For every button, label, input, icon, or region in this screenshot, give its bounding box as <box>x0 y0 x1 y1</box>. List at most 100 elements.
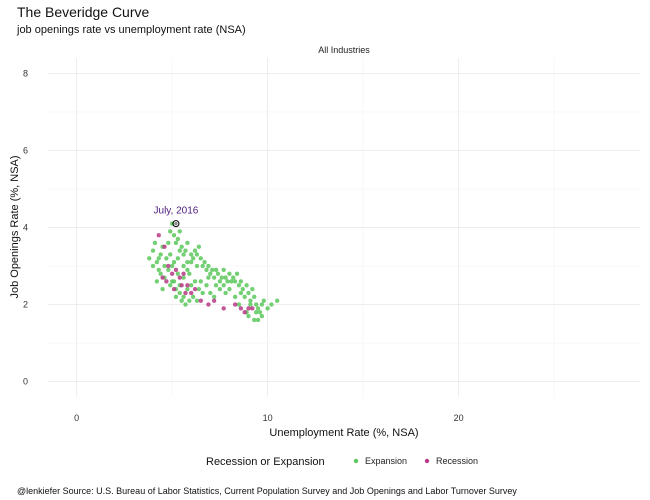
expansion-point <box>181 263 186 269</box>
legend-key-expansion <box>353 458 359 464</box>
legend-title: Recession or Expansion <box>206 456 325 468</box>
expansion-point <box>200 263 205 269</box>
recession-point <box>160 275 165 280</box>
x-axis-title: Unemployment Rate (%, NSA) <box>269 427 418 439</box>
y-tick-label: 6 <box>23 145 28 155</box>
expansion-point <box>183 248 188 253</box>
x-tick-label: 0 <box>74 413 79 423</box>
recession-point <box>211 298 217 303</box>
expansion-point <box>215 271 221 276</box>
expansion-point <box>181 275 186 280</box>
expansion-point <box>200 290 205 296</box>
expansion-point <box>213 283 219 288</box>
expansion-point <box>208 290 213 296</box>
expansion-point <box>232 294 238 299</box>
expansion-point <box>211 294 217 299</box>
expansion-point <box>229 279 234 284</box>
expansion-point <box>179 298 184 303</box>
expansion-point <box>227 286 232 292</box>
expansion-point <box>164 256 169 261</box>
recession-point <box>221 306 226 311</box>
expansion-point <box>210 267 215 273</box>
legend-key-recession <box>424 458 430 464</box>
expansion-point <box>194 298 200 303</box>
expansion-point <box>183 302 188 307</box>
expansion-point <box>244 283 249 288</box>
chart-subtitle: job openings rate vs unemployment rate (… <box>17 24 246 36</box>
expansion-point <box>185 260 190 265</box>
expansion-point <box>185 240 190 246</box>
recession-point <box>183 290 188 296</box>
x-tick-label: 20 <box>454 413 464 423</box>
expansion-point <box>150 263 156 269</box>
expansion-point <box>168 252 173 257</box>
y-tick-label: 0 <box>23 377 28 387</box>
recession-point <box>179 283 184 288</box>
expansion-point <box>204 267 209 273</box>
recession-point <box>192 286 198 292</box>
recession-point <box>250 306 255 311</box>
annotation-marker <box>172 220 180 228</box>
facet-label: All Industries <box>318 45 370 55</box>
recession-point <box>166 263 171 269</box>
recession-point <box>206 302 211 307</box>
expansion-point <box>168 229 173 234</box>
expansion-point <box>231 275 236 280</box>
expansion-point <box>219 275 224 280</box>
expansion-point <box>211 275 217 280</box>
expansion-point <box>192 248 198 253</box>
expansion-point <box>171 233 177 238</box>
expansion-point <box>259 313 265 319</box>
expansion-point <box>246 313 251 319</box>
expansion-point <box>217 286 223 292</box>
expansion-point <box>158 252 163 257</box>
expansion-point <box>152 240 158 246</box>
expansion-point <box>223 275 228 280</box>
x-tick-label: 10 <box>263 413 273 423</box>
expansion-point <box>150 248 156 253</box>
recession-point <box>198 298 203 303</box>
annotation-label: July, 2016 <box>154 206 199 217</box>
expansion-point <box>252 294 257 299</box>
grid-lines <box>48 58 640 397</box>
y-tick-label: 4 <box>23 223 28 233</box>
recession-point <box>181 271 186 276</box>
expansion-point <box>252 317 257 323</box>
expansion-point <box>208 271 213 276</box>
expansion-point <box>189 260 194 265</box>
expansion-point <box>179 244 184 249</box>
expansion-point <box>198 256 203 261</box>
legend-label-recession: Recession <box>436 456 478 466</box>
expansion-point <box>234 271 240 276</box>
expansion-point <box>189 252 194 257</box>
recession-point <box>189 290 194 296</box>
expansion-point <box>225 279 230 284</box>
expansion-point <box>181 252 186 257</box>
recession-point <box>238 306 244 311</box>
legend: Recession or Expansion Expansion Recessi… <box>206 456 478 468</box>
expansion-point <box>248 298 253 303</box>
expansion-point <box>240 286 245 292</box>
expansion-point <box>269 302 274 307</box>
expansion-point <box>175 271 181 276</box>
expansion-point <box>169 279 175 284</box>
annotation-point <box>174 222 178 226</box>
recession-point <box>156 233 161 238</box>
expansion-point <box>248 302 253 307</box>
expansion-point <box>206 263 211 269</box>
expansion-point <box>181 294 186 299</box>
expansion-point <box>190 294 196 299</box>
expansion-point <box>255 306 261 311</box>
expansion-point <box>223 290 228 296</box>
axis-ticks: 0 2 4 6 8 0 10 20 <box>23 68 464 423</box>
expansion-point <box>202 260 207 265</box>
expansion-point <box>242 294 247 299</box>
expansion-point <box>166 240 171 246</box>
recession-point <box>162 244 167 249</box>
expansion-point <box>236 283 242 288</box>
expansion-point <box>177 248 182 253</box>
y-tick-label: 2 <box>23 300 28 310</box>
expansion-point <box>190 256 196 261</box>
expansion-point <box>265 306 270 311</box>
recession-point <box>169 271 175 276</box>
